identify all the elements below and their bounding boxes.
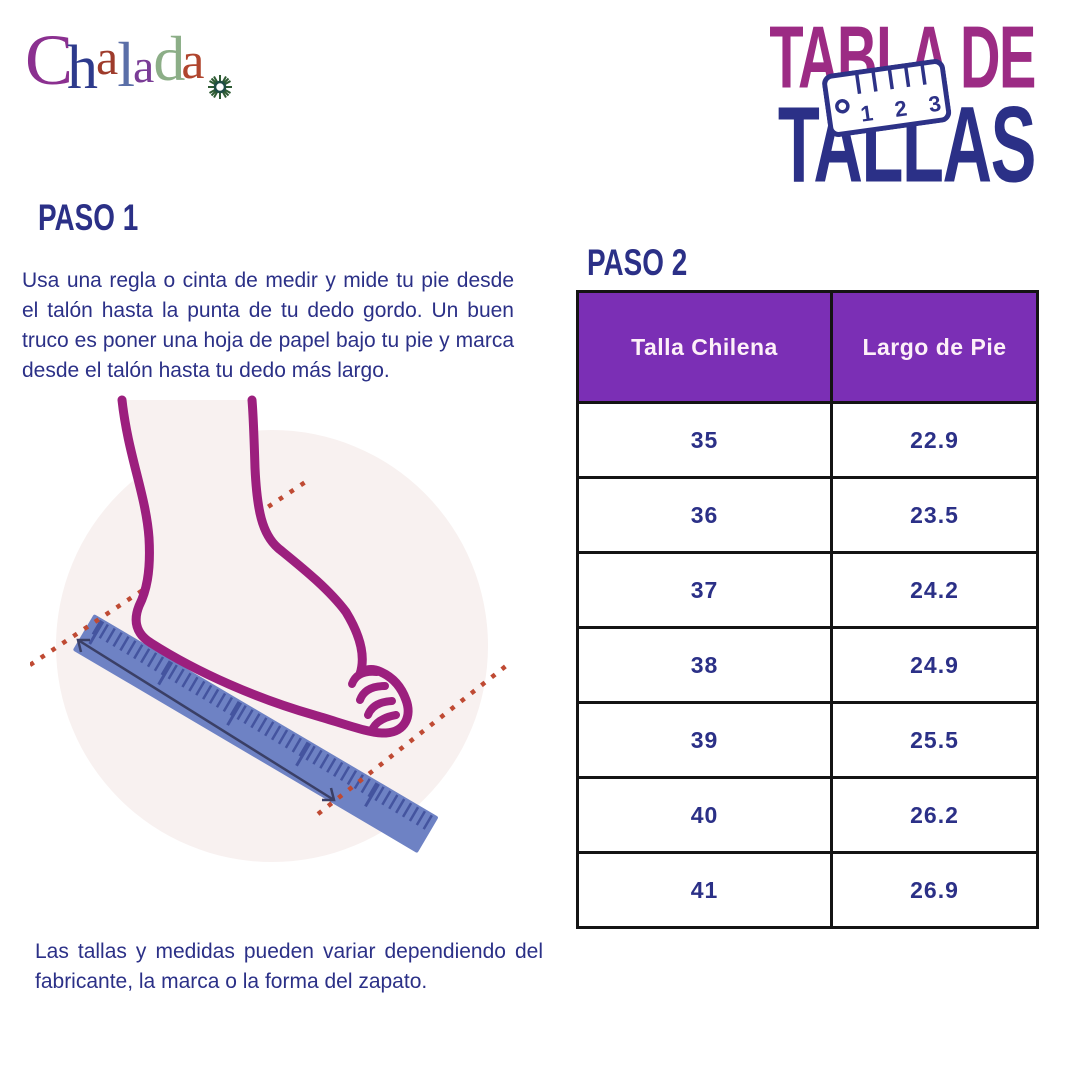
talla-cell: 37 xyxy=(576,551,833,629)
measuring-ruler xyxy=(73,614,438,853)
flower-ornament-icon xyxy=(207,74,233,105)
talla-cell: 40 xyxy=(576,776,833,854)
size-table-header-largo: Largo de Pie xyxy=(830,290,1039,404)
talla-cell: 39 xyxy=(576,701,833,779)
size-table-header-row: Talla Chilena Largo de Pie xyxy=(576,290,1039,404)
largo-cell: 24.9 xyxy=(830,626,1039,704)
size-table: Talla Chilena Largo de Pie 35 22.9 36 23… xyxy=(576,290,1039,929)
table-row: 37 24.2 xyxy=(576,551,1039,629)
foot-measurement-illustration xyxy=(28,380,550,905)
talla-cell: 41 xyxy=(576,851,833,929)
table-row: 36 23.5 xyxy=(576,476,1039,554)
largo-cell: 23.5 xyxy=(830,476,1039,554)
measurement-arrow xyxy=(76,638,336,802)
brand-letter: d xyxy=(153,23,186,94)
table-row: 39 25.5 xyxy=(576,701,1039,779)
brand-letter: a xyxy=(181,33,205,90)
table-row: 38 24.9 xyxy=(576,626,1039,704)
toe-guide-dotted-line xyxy=(316,660,513,816)
largo-cell: 22.9 xyxy=(830,401,1039,479)
table-row: 35 22.9 xyxy=(576,401,1039,479)
brand-letter: l xyxy=(117,29,136,100)
largo-cell: 26.9 xyxy=(830,851,1039,929)
footnote: Las tallas y medidas pueden variar depen… xyxy=(35,940,543,993)
largo-cell: 24.2 xyxy=(830,551,1039,629)
talla-cell: 36 xyxy=(576,476,833,554)
size-table-header-talla: Talla Chilena xyxy=(576,290,833,404)
talla-cell: 38 xyxy=(576,626,833,704)
page-title: TABLA DE TALLAS 1 2 3 4 xyxy=(615,8,1036,203)
brand-letter: a xyxy=(133,40,155,93)
step2-heading: PASO 2 xyxy=(587,242,688,284)
table-row: 40 26.2 xyxy=(576,776,1039,854)
talla-cell: 35 xyxy=(576,401,833,479)
brand-letter: C xyxy=(25,20,74,100)
toe-curls xyxy=(348,667,400,732)
foot-outline xyxy=(117,395,413,738)
table-row: 41 26.9 xyxy=(576,851,1039,929)
brand-letter: h xyxy=(67,34,99,102)
largo-cell: 26.2 xyxy=(830,776,1039,854)
brand-letter: a xyxy=(96,29,119,85)
foot-fill xyxy=(122,400,409,734)
brand-logo: Chalada xyxy=(25,18,305,118)
step1-instructions: Usa una regla o cinta de medir y mide tu… xyxy=(22,269,514,382)
largo-cell: 25.5 xyxy=(830,701,1039,779)
step1-heading: PASO 1 xyxy=(38,197,139,239)
